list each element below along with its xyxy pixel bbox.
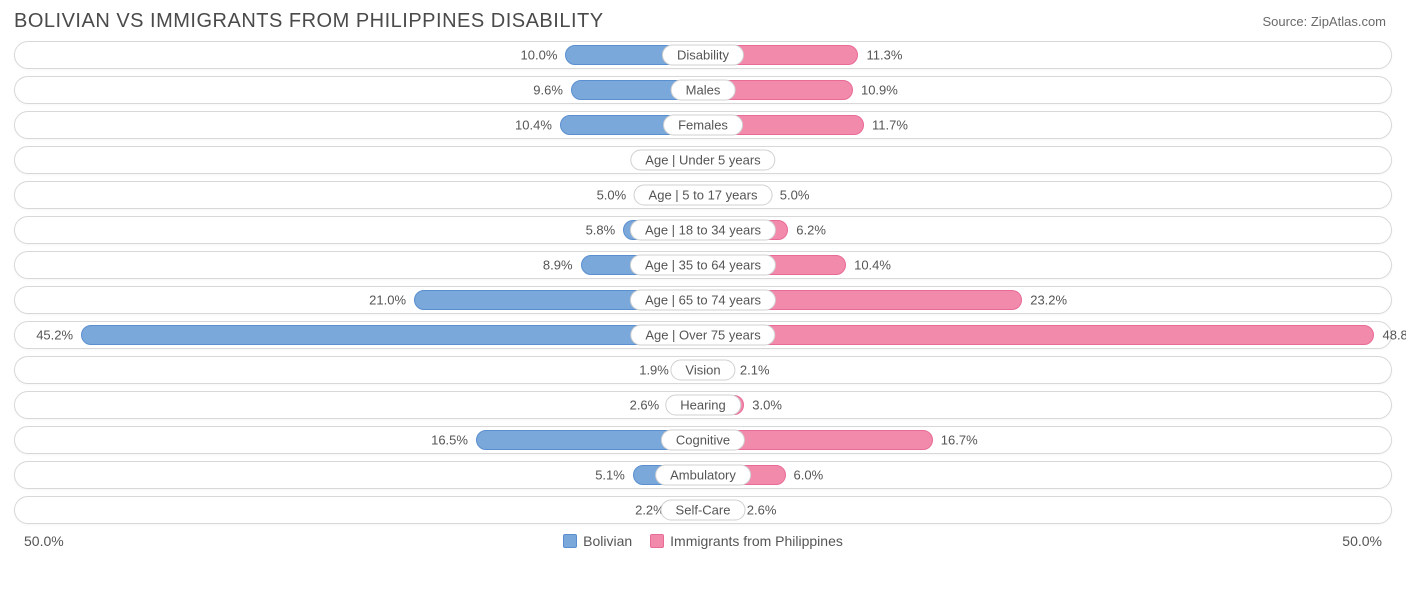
value-left: 5.0% [597, 188, 627, 203]
category-label: Age | 5 to 17 years [634, 185, 773, 206]
category-label: Ambulatory [655, 465, 751, 486]
value-right: 2.6% [747, 503, 777, 518]
value-right: 2.1% [740, 363, 770, 378]
legend-label-right: Immigrants from Philippines [670, 533, 843, 549]
chart-row: 5.1% 6.0% Ambulatory [14, 461, 1392, 489]
chart-row: 10.0% 11.3% Disability [14, 41, 1392, 69]
value-left: 5.1% [595, 468, 625, 483]
chart-header: BOLIVIAN VS IMMIGRANTS FROM PHILIPPINES … [0, 0, 1406, 41]
chart-row: 45.2%48.8%Age | Over 75 years [14, 321, 1392, 349]
category-label: Disability [662, 45, 744, 66]
value-right: 6.0% [794, 468, 824, 483]
chart-row: 10.4% 11.7% Females [14, 111, 1392, 139]
value-right: 23.2% [1030, 293, 1067, 308]
value-left: 10.4% [515, 118, 552, 133]
bar-left [81, 325, 703, 345]
category-label: Age | 18 to 34 years [630, 220, 776, 241]
value-right: 48.8% [1382, 328, 1406, 343]
chart-row: 2.6% 3.0% Hearing [14, 391, 1392, 419]
value-right: 16.7% [941, 433, 978, 448]
category-label: Age | 35 to 64 years [630, 255, 776, 276]
chart-title: BOLIVIAN VS IMMIGRANTS FROM PHILIPPINES … [14, 10, 604, 33]
axis-left-max: 50.0% [24, 533, 64, 549]
value-left: 10.0% [521, 48, 558, 63]
legend-label-left: Bolivian [583, 533, 632, 549]
category-label: Age | Over 75 years [630, 325, 775, 346]
value-right: 11.7% [872, 118, 908, 133]
value-left: 2.6% [630, 398, 660, 413]
chart-row: 8.9% 10.4% Age | 35 to 64 years [14, 251, 1392, 279]
category-label: Cognitive [661, 430, 745, 451]
value-right: 10.9% [861, 83, 898, 98]
legend-item-right: Immigrants from Philippines [650, 533, 843, 549]
category-label: Hearing [665, 395, 741, 416]
chart-row: 2.2%2.6%Self-Care [14, 496, 1392, 524]
value-right: 6.2% [796, 223, 826, 238]
chart-row: 5.0% 5.0% Age | 5 to 17 years [14, 181, 1392, 209]
value-left: 16.5% [431, 433, 468, 448]
chart-footer: 50.0% Bolivian Immigrants from Philippin… [0, 531, 1406, 549]
category-label: Age | 65 to 74 years [630, 290, 776, 311]
chart-row: 1.0%1.2%Age | Under 5 years [14, 146, 1392, 174]
axis-right-max: 50.0% [1342, 533, 1382, 549]
legend-swatch-left [563, 534, 577, 548]
value-right: 5.0% [780, 188, 810, 203]
chart-area: 10.0%11.3%Disability9.6%10.9%Males10.4%1… [0, 41, 1406, 524]
category-label: Vision [670, 360, 735, 381]
value-left: 45.2% [36, 328, 73, 343]
chart-row: 5.8% 6.2% Age | 18 to 34 years [14, 216, 1392, 244]
value-left: 8.9% [543, 258, 573, 273]
value-left: 5.8% [586, 223, 616, 238]
value-left: 1.9% [639, 363, 669, 378]
chart-row: 16.5% 16.7% Cognitive [14, 426, 1392, 454]
chart-source: Source: ZipAtlas.com [1262, 14, 1386, 29]
legend: Bolivian Immigrants from Philippines [563, 533, 843, 549]
value-left: 21.0% [369, 293, 406, 308]
chart-row: 9.6% 10.9% Males [14, 76, 1392, 104]
category-label: Males [671, 80, 736, 101]
value-right: 11.3% [866, 48, 902, 63]
bar-right [703, 325, 1374, 345]
category-label: Age | Under 5 years [630, 150, 775, 171]
value-right: 3.0% [752, 398, 782, 413]
legend-swatch-right [650, 534, 664, 548]
value-right: 10.4% [854, 258, 891, 273]
value-left: 9.6% [533, 83, 563, 98]
chart-row: 1.9% 2.1% Vision [14, 356, 1392, 384]
legend-item-left: Bolivian [563, 533, 632, 549]
category-label: Females [663, 115, 743, 136]
category-label: Self-Care [661, 500, 746, 521]
chart-row: 21.0% 23.2% Age | 65 to 74 years [14, 286, 1392, 314]
